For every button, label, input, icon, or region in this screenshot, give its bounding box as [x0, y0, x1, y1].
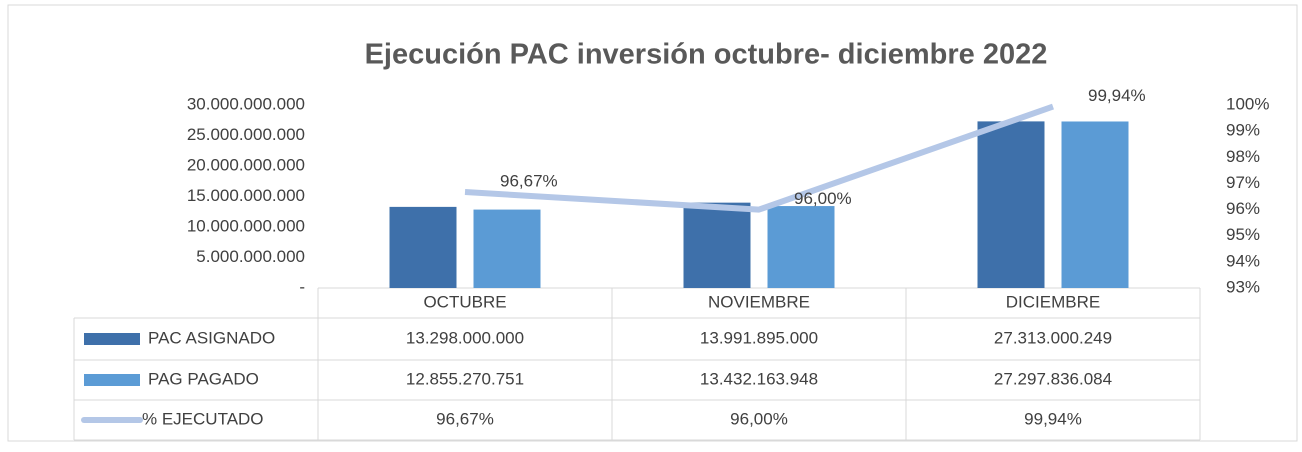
- y-tick-label: 10.000.000.000: [187, 216, 305, 235]
- table-value: 12.855.270.751: [406, 369, 524, 388]
- x-tick-label: DICIEMBRE: [1006, 292, 1100, 311]
- y2-tick-label: 98%: [1226, 147, 1260, 166]
- y-tick-label: 30.000.000.000: [187, 94, 305, 113]
- bar: [1061, 121, 1129, 288]
- y2-tick-label: 96%: [1226, 199, 1260, 218]
- legend-label: PAG PAGADO: [148, 369, 259, 388]
- y2-tick-label: 94%: [1226, 251, 1260, 270]
- legend-label: % EJECUTADO: [142, 409, 264, 428]
- table-value: 13.432.163.948: [700, 369, 818, 388]
- table-value: 13.991.895.000: [700, 328, 818, 347]
- bar: [767, 206, 835, 288]
- x-tick-label: OCTUBRE: [423, 292, 506, 311]
- data-label: 96,00%: [794, 189, 852, 208]
- y2-tick-label: 97%: [1226, 173, 1260, 192]
- y-tick-label: 25.000.000.000: [187, 125, 305, 144]
- bar: [473, 209, 541, 288]
- table-value: 13.298.000.000: [406, 328, 524, 347]
- bar: [683, 202, 751, 288]
- y-tick-label: -: [299, 277, 305, 296]
- legend-key: [84, 333, 140, 345]
- table-value: 96,00%: [730, 409, 788, 428]
- bar: [389, 206, 457, 288]
- y2-tick-label: 100%: [1226, 94, 1269, 113]
- table-value: 27.313.000.249: [994, 328, 1112, 347]
- y2-tick-label: 95%: [1226, 225, 1260, 244]
- y-tick-label: 20.000.000.000: [187, 155, 305, 174]
- y-tick-label: 5.000.000.000: [196, 247, 305, 266]
- y2-tick-label: 93%: [1226, 277, 1260, 296]
- y2-tick-label: 99%: [1226, 121, 1260, 140]
- bar: [977, 121, 1045, 288]
- data-label: 96,67%: [500, 172, 558, 191]
- line: [464, 103, 1054, 213]
- x-tick-label: NOVIEMBRE: [708, 292, 810, 311]
- y-tick-label: 15.000.000.000: [187, 186, 305, 205]
- legend-key: [84, 374, 140, 386]
- table-value: 27.297.836.084: [994, 369, 1112, 388]
- table-value: 99,94%: [1024, 409, 1082, 428]
- legend-label: PAC ASIGNADO: [148, 328, 275, 347]
- chart-title: Ejecución PAC inversión octubre- diciemb…: [365, 39, 1048, 71]
- data-label: 99,94%: [1088, 86, 1146, 105]
- table-value: 96,67%: [436, 409, 494, 428]
